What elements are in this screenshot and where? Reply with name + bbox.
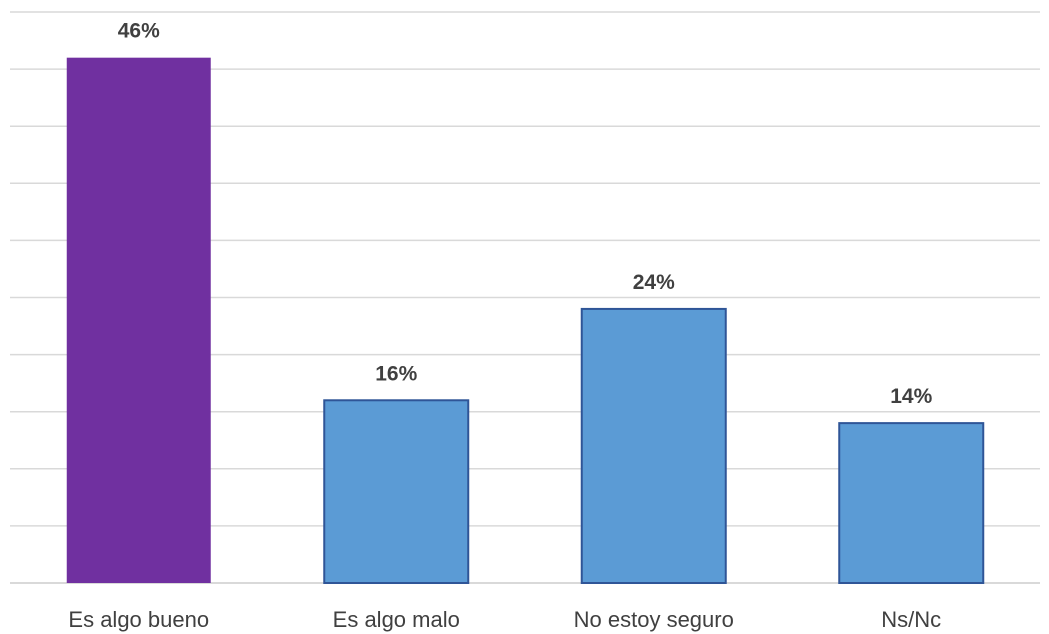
- category-label-2: Es algo malo: [333, 607, 460, 632]
- category-label-1: Es algo bueno: [68, 607, 209, 632]
- data-label-2: 16%: [375, 362, 417, 385]
- data-labels: 46% 16% 24% 14%: [118, 20, 933, 408]
- bar-1: [66, 57, 211, 584]
- bar-2: [323, 399, 470, 584]
- data-label-1: 46%: [118, 20, 160, 43]
- category-labels: Es algo bueno Es algo malo No estoy seguro…: [68, 607, 941, 632]
- bar-4: [838, 422, 985, 584]
- bar-3: [580, 307, 727, 584]
- category-label-3: No estoy seguro: [574, 607, 734, 632]
- bars: [66, 57, 985, 584]
- data-label-4: 14%: [890, 385, 932, 408]
- category-label-4: Ns/Nc: [881, 607, 941, 632]
- data-label-3: 24%: [633, 271, 675, 294]
